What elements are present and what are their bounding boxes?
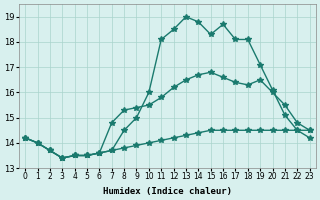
X-axis label: Humidex (Indice chaleur): Humidex (Indice chaleur) bbox=[103, 187, 232, 196]
